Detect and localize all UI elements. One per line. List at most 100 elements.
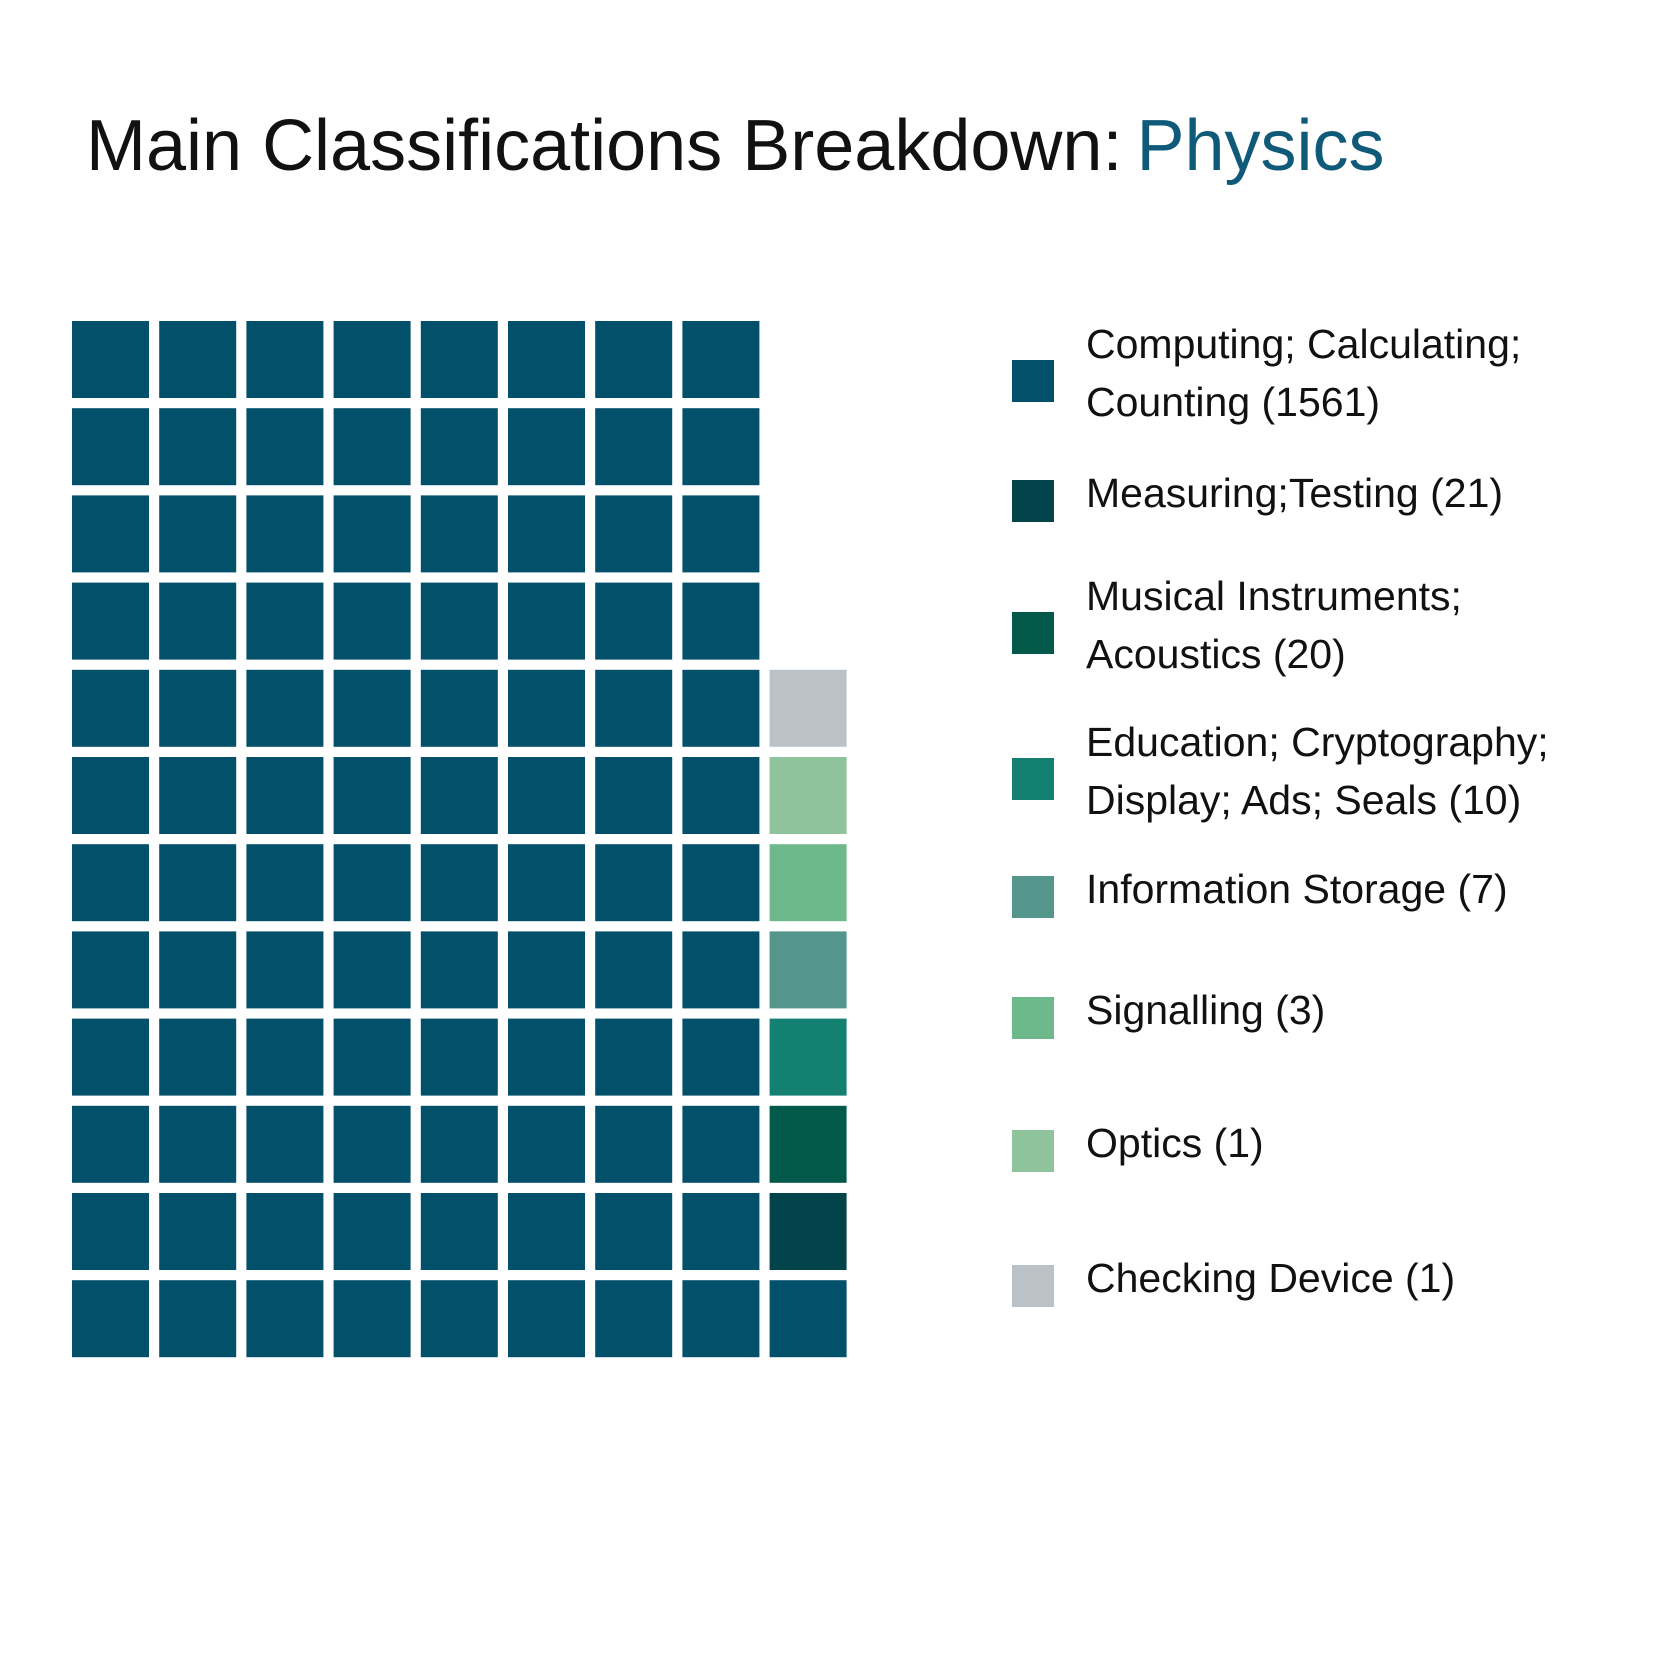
- waffle-tile-1: [421, 1280, 498, 1357]
- legend-swatch-6: [1012, 997, 1054, 1039]
- waffle-tile-1: [508, 931, 585, 1008]
- legend-label-line: Display; Ads; Seals (10): [1086, 777, 1521, 823]
- waffle-tile-1: [246, 583, 323, 660]
- waffle-tile-1: [72, 670, 149, 747]
- waffle-tile-1: [421, 757, 498, 834]
- legend-label-6: Signalling (3): [1086, 987, 1325, 1033]
- waffle-tile-1: [508, 757, 585, 834]
- legend-label-line: Information Storage (7): [1086, 866, 1508, 912]
- legend-label-line: Checking Device (1): [1086, 1255, 1455, 1301]
- waffle-tile-1: [159, 583, 236, 660]
- waffle-tile-1: [421, 931, 498, 1008]
- legend-label-line: Measuring;Testing (21): [1086, 470, 1503, 516]
- waffle-tile-1: [72, 1193, 149, 1270]
- legend-label-line: Education; Cryptography;: [1086, 719, 1549, 765]
- legend-label-1: Computing; Calculating;Counting (1561): [1086, 321, 1521, 425]
- waffle-tile-1: [421, 583, 498, 660]
- waffle-tile-1: [159, 1193, 236, 1270]
- waffle-tile-1: [682, 408, 759, 485]
- waffle-tile-1: [72, 408, 149, 485]
- waffle-tile-8: [770, 670, 847, 747]
- waffle-tile-1: [159, 408, 236, 485]
- waffle-tile-1: [421, 1019, 498, 1096]
- waffle-tile-1: [682, 844, 759, 921]
- waffle-tile-1: [508, 1280, 585, 1357]
- waffle-tile-1: [246, 1019, 323, 1096]
- waffle-tile-2: [770, 1193, 847, 1270]
- waffle-tile-1: [508, 495, 585, 572]
- waffle-tile-3: [770, 1106, 847, 1183]
- waffle-tile-1: [334, 757, 411, 834]
- legend-label-4: Education; Cryptography; Display; Ads; Se…: [1086, 719, 1549, 823]
- waffle-tile-1: [246, 321, 323, 398]
- legend-label-line: Acoustics (20): [1086, 631, 1346, 677]
- legend-label-2: Measuring;Testing (21): [1086, 470, 1503, 516]
- waffle-tile-1: [334, 670, 411, 747]
- waffle-tile-1: [159, 1106, 236, 1183]
- waffle-tile-1: [72, 495, 149, 572]
- waffle-tile-1: [682, 495, 759, 572]
- waffle-tile-1: [421, 1193, 498, 1270]
- chart-title-prefix: Main Classifications Breakdown:: [86, 106, 1122, 186]
- legend-item-4: Education; Cryptography; Display; Ads; Se…: [1012, 719, 1549, 823]
- legend-item-6: Signalling (3): [1012, 987, 1325, 1039]
- legend-item-3: Musical Instruments; Acoustics (20): [1012, 573, 1462, 677]
- waffle-tile-1: [334, 495, 411, 572]
- legend-label-line: Musical Instruments;: [1086, 573, 1462, 619]
- waffle-tile-1: [508, 1106, 585, 1183]
- legend-swatch-2: [1012, 480, 1054, 522]
- waffle-tile-1: [159, 757, 236, 834]
- waffle-tile-1: [334, 408, 411, 485]
- legend-swatch-7: [1012, 1130, 1054, 1172]
- waffle-tile-6: [770, 844, 847, 921]
- waffle-tile-1: [334, 321, 411, 398]
- waffle-tile-1: [246, 1280, 323, 1357]
- waffle-tile-1: [334, 844, 411, 921]
- legend-item-7: Optics (1): [1012, 1120, 1264, 1172]
- waffle-tile-1: [682, 1019, 759, 1096]
- waffle-tile-1: [595, 670, 672, 747]
- legend-label-8: Checking Device (1): [1086, 1255, 1455, 1301]
- waffle-tile-1: [595, 844, 672, 921]
- waffle-tile-1: [72, 583, 149, 660]
- waffle-tile-1: [159, 1019, 236, 1096]
- waffle-tile-4: [770, 1019, 847, 1096]
- waffle-tile-1: [246, 670, 323, 747]
- waffle-tile-1: [682, 931, 759, 1008]
- waffle-tile-1: [595, 1019, 672, 1096]
- waffle-tile-1: [334, 1280, 411, 1357]
- waffle-tile-1: [595, 495, 672, 572]
- waffle-tile-1: [334, 931, 411, 1008]
- legend-swatch-1: [1012, 360, 1054, 402]
- waffle-tile-1: [334, 583, 411, 660]
- waffle-tile-1: [159, 495, 236, 572]
- waffle-tile-1: [72, 1280, 149, 1357]
- waffle-tile-1: [246, 408, 323, 485]
- chart-title-highlight: Physics: [1136, 106, 1384, 186]
- legend-label-7: Optics (1): [1086, 1120, 1264, 1166]
- waffle-tile-1: [682, 321, 759, 398]
- waffle-tile-1: [72, 844, 149, 921]
- waffle-tile-1: [682, 670, 759, 747]
- waffle-tile-1: [246, 931, 323, 1008]
- waffle-tile-1: [682, 1193, 759, 1270]
- waffle-tile-1: [159, 321, 236, 398]
- waffle-tile-1: [421, 495, 498, 572]
- legend: Computing; Calculating;Counting (1561) Me…: [1012, 321, 1549, 1307]
- waffle-tile-1: [595, 1106, 672, 1183]
- waffle-grid: [72, 321, 847, 1357]
- legend-label-3: Musical Instruments; Acoustics (20): [1086, 573, 1462, 677]
- legend-swatch-5: [1012, 876, 1054, 918]
- legend-item-2: Measuring;Testing (21): [1012, 470, 1503, 522]
- waffle-tile-1: [770, 1280, 847, 1357]
- legend-item-1: Computing; Calculating;Counting (1561): [1012, 321, 1521, 425]
- legend-item-8: Checking Device (1): [1012, 1255, 1455, 1307]
- waffle-tile-1: [334, 1019, 411, 1096]
- waffle-tile-1: [421, 408, 498, 485]
- waffle-tile-1: [421, 670, 498, 747]
- waffle-tile-1: [72, 931, 149, 1008]
- waffle-tile-1: [595, 931, 672, 1008]
- legend-label-line: Computing; Calculating;: [1086, 321, 1521, 367]
- waffle-tile-1: [246, 495, 323, 572]
- waffle-tile-1: [72, 1019, 149, 1096]
